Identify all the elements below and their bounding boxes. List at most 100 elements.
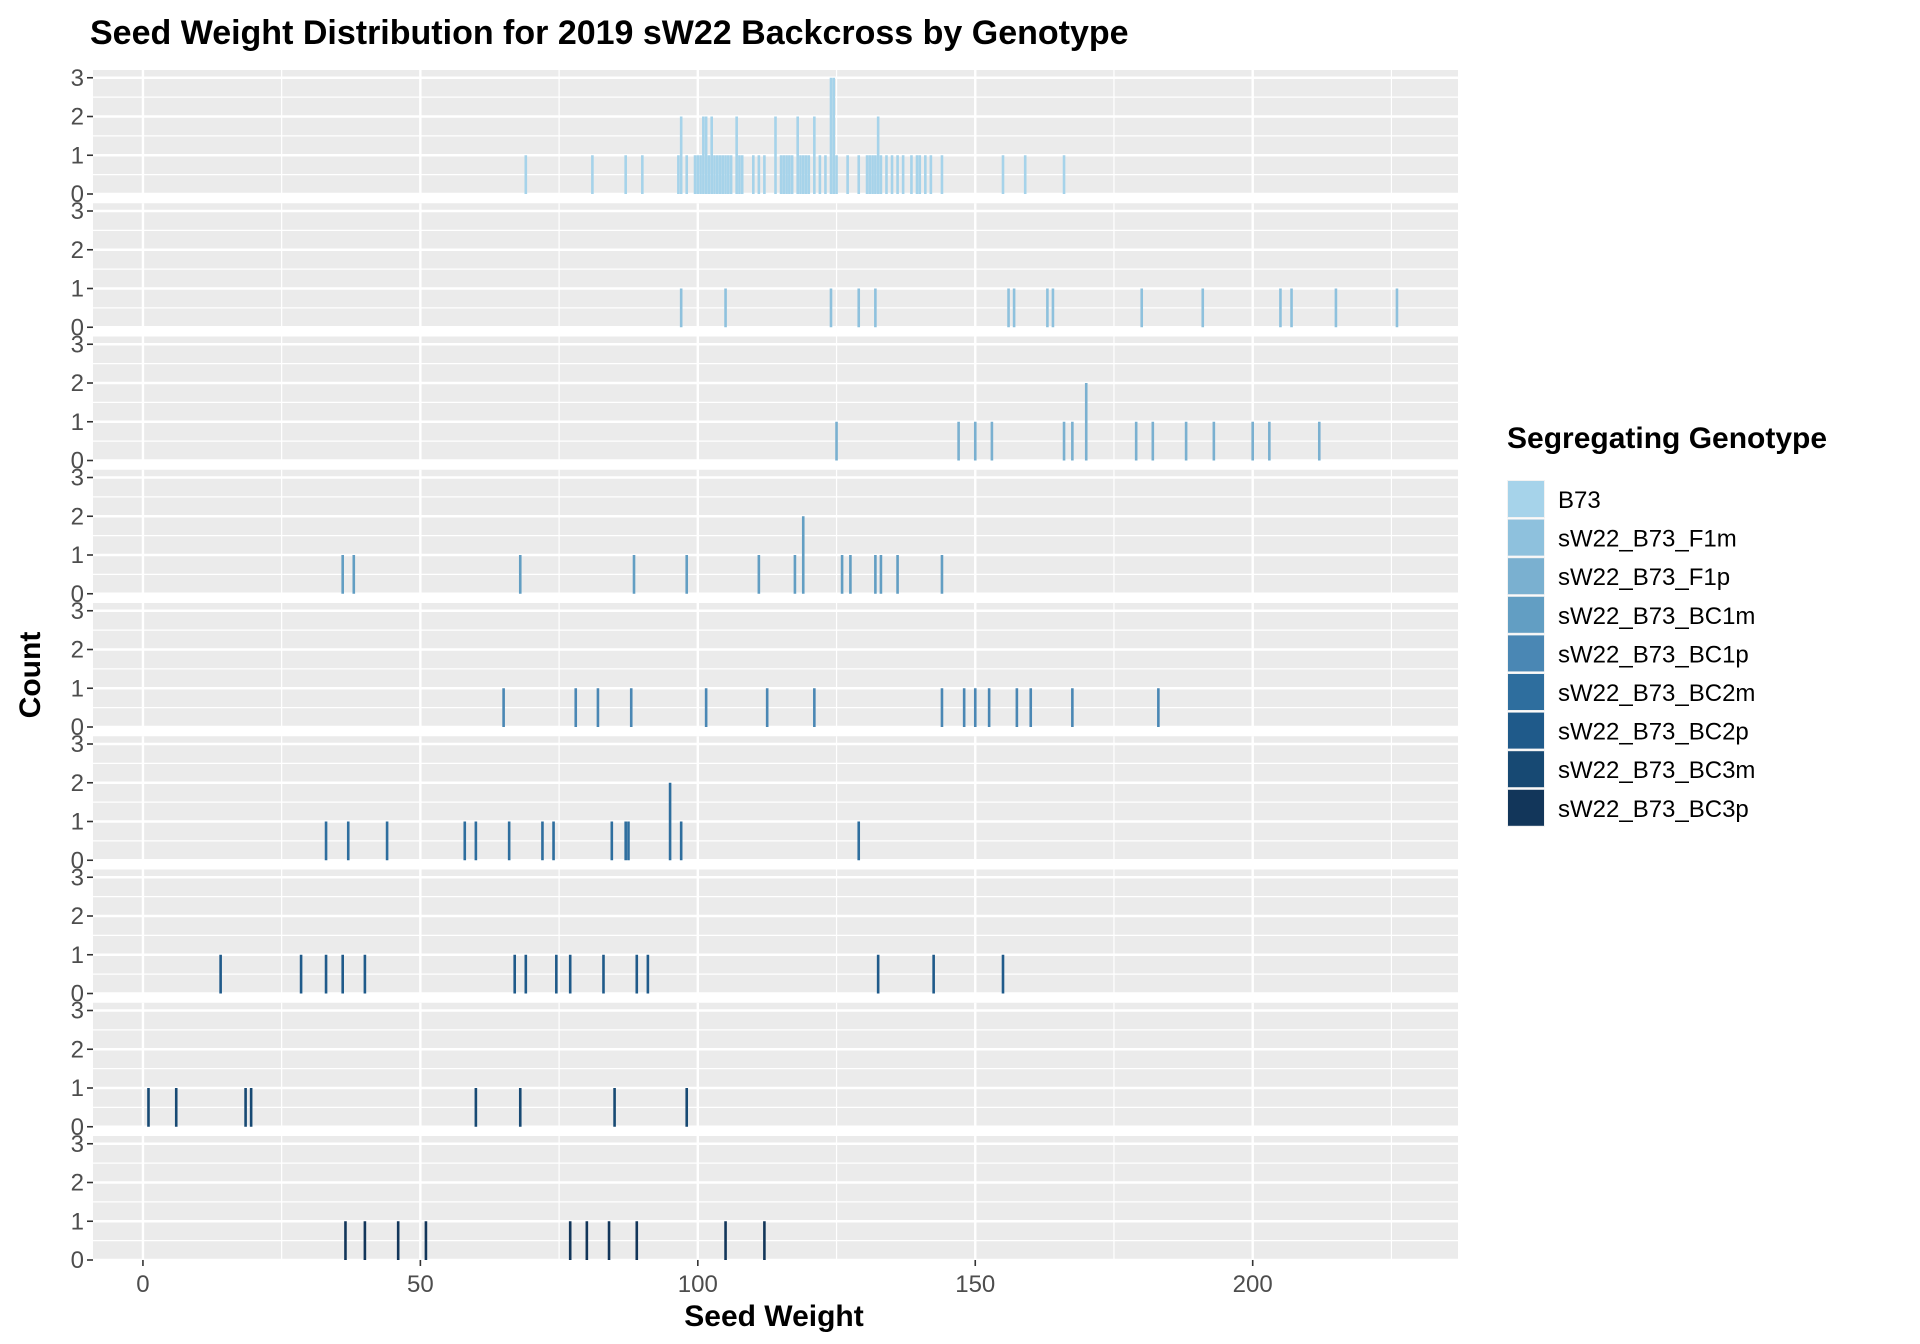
bar-sW22_B73_BC1m <box>940 555 944 594</box>
bar-sW22_B73_BC1p <box>940 688 944 727</box>
panel-background <box>93 469 1458 594</box>
bar-B73 <box>799 155 802 194</box>
legend-label: sW22_B73_BC2m <box>1558 680 1755 707</box>
y-tick-label: 2 <box>71 1170 84 1197</box>
legend-item-sW22_B73_F1p: sW22_B73_F1p <box>1507 557 1730 596</box>
bar-sW22_B73_BC2m <box>507 821 511 861</box>
panel-background <box>93 1136 1458 1260</box>
y-tick-label: 1 <box>71 142 84 169</box>
y-tick-label: 0 <box>71 1247 84 1274</box>
chart-title: Seed Weight Distribution for 2019 sW22 B… <box>90 14 1129 52</box>
bar-B73 <box>796 116 799 194</box>
bar-sW22_B73_BC2p <box>635 954 639 994</box>
bar-sW22_B73_BC2p <box>513 954 517 994</box>
bar-B73 <box>774 116 777 194</box>
bar-B73 <box>757 155 761 194</box>
bar-B73 <box>591 155 594 194</box>
bar-sW22_B73_BC1m <box>879 555 883 594</box>
bar-sW22_B73_BC1p <box>1071 688 1074 727</box>
y-tick-label: 3 <box>71 1131 84 1158</box>
bar-sW22_B73_BC3m <box>147 1088 150 1127</box>
bar-B73 <box>707 155 711 194</box>
bar-sW22_B73_BC2m <box>552 821 555 861</box>
bar-sW22_B73_BC1m <box>840 555 844 594</box>
y-tick-label: 0 <box>71 981 84 1008</box>
legend-items: B73 sW22_B73_F1m sW22_B73_F1p sW22_B73_BC1m… <box>1507 480 1755 827</box>
bar-sW22_B73_BC1m <box>352 555 356 594</box>
y-tick-label: 2 <box>71 637 84 664</box>
bar-sW22_B73_BC3p <box>568 1221 572 1260</box>
legend-item-sW22_B73_F1m: sW22_B73_F1m <box>1507 518 1737 557</box>
legend-label: sW22_B73_F1m <box>1558 526 1737 553</box>
y-tick-label: 0 <box>71 847 84 874</box>
bar-sW22_B73_BC2p <box>602 954 605 994</box>
bar-sW22_B73_BC1m <box>874 555 877 594</box>
legend-swatch <box>1508 558 1544 595</box>
bar-sW22_B73_F1m <box>679 288 683 328</box>
bar-B73 <box>885 155 888 194</box>
bar-sW22_B73_BC2p <box>646 954 650 994</box>
legend-item-sW22_B73_BC3m: sW22_B73_BC3m <box>1507 750 1755 789</box>
bar-B73 <box>738 155 741 194</box>
bar-B73 <box>846 155 849 194</box>
facet-panel-sW22_B73_BC1m: 0 1 2 3 <box>71 465 1458 608</box>
legend-swatch <box>1508 481 1544 517</box>
y-tick-label: 1 <box>71 542 84 569</box>
bar-sW22_B73_BC1p <box>962 688 966 727</box>
bar-sW22_B73_F1m <box>874 288 877 328</box>
bar-B73 <box>804 155 808 194</box>
bar-B73 <box>790 155 794 194</box>
bar-sW22_B73_BC2m <box>474 821 478 861</box>
facet-panel-sW22_B73_F1p: 0 1 2 3 <box>71 331 1458 475</box>
bar-B73 <box>704 116 708 194</box>
bar-sW22_B73_BC1m <box>896 555 899 594</box>
bar-sW22_B73_BC2p <box>524 954 528 994</box>
y-tick-label: 0 <box>71 181 84 208</box>
bar-sW22_B73_F1p <box>1071 421 1074 461</box>
bar-sW22_B73_BC1p <box>1015 688 1019 727</box>
facet-panel-sW22_B73_F1m: 0 1 2 3 <box>71 198 1458 341</box>
legend-label: sW22_B73_BC3m <box>1558 757 1755 784</box>
bar-sW22_B73_BC3m <box>244 1088 247 1127</box>
bar-B73 <box>785 155 788 194</box>
bar-sW22_B73_BC1p <box>1157 688 1160 727</box>
bar-sW22_B73_BC1m <box>685 555 689 594</box>
bar-sW22_B73_F1p <box>957 421 960 461</box>
bar-sW22_B73_F1p <box>835 421 838 461</box>
facet-panel-sW22_B73_BC2p: 0 1 2 3 <box>71 864 1458 1008</box>
legend-item-sW22_B73_BC3p: sW22_B73_BC3p <box>1507 788 1749 827</box>
legend-item-sW22_B73_BC1m: sW22_B73_BC1m <box>1507 595 1755 634</box>
bar-sW22_B73_BC2p <box>568 954 572 994</box>
bar-B73 <box>679 116 683 194</box>
bar-B73 <box>729 155 733 194</box>
y-tick-label: 0 <box>71 314 84 341</box>
facet-panel-sW22_B73_BC3m: 0 1 2 3 <box>71 998 1458 1141</box>
legend-item-sW22_B73_BC2m: sW22_B73_BC2m <box>1507 673 1755 711</box>
bar-B73 <box>641 155 644 194</box>
bar-sW22_B73_F1m <box>1290 288 1293 328</box>
legend-item-sW22_B73_BC2p: sW22_B73_BC2p <box>1507 711 1749 750</box>
y-tick-label: 1 <box>71 942 84 969</box>
y-tick-label: 0 <box>71 448 84 475</box>
bar-B73 <box>818 155 822 194</box>
bar-sW22_B73_BC2p <box>1001 954 1005 994</box>
bar-sW22_B73_BC3p <box>363 1221 367 1260</box>
y-tick-label: 0 <box>71 714 84 741</box>
bar-sW22_B73_BC3p <box>585 1221 589 1260</box>
bar-sW22_B73_BC1m <box>341 555 344 594</box>
bar-sW22_B73_BC2m <box>385 821 389 861</box>
y-tick-label: 2 <box>71 503 84 530</box>
bar-sW22_B73_F1p <box>1084 383 1088 461</box>
legend-swatch <box>1508 674 1544 710</box>
bar-B73 <box>857 155 861 194</box>
panel-background <box>93 336 1458 461</box>
bar-B73 <box>871 155 874 194</box>
bar-sW22_B73_BC1m <box>793 555 797 594</box>
facet-panel-B73: 0 1 2 3 <box>71 65 1458 208</box>
panel-background <box>93 869 1458 994</box>
bar-sW22_B73_BC1p <box>629 688 633 727</box>
bar-B73 <box>763 155 766 194</box>
legend-swatch <box>1508 751 1544 788</box>
bar-sW22_B73_BC1p <box>973 688 977 727</box>
bar-B73 <box>702 116 705 194</box>
